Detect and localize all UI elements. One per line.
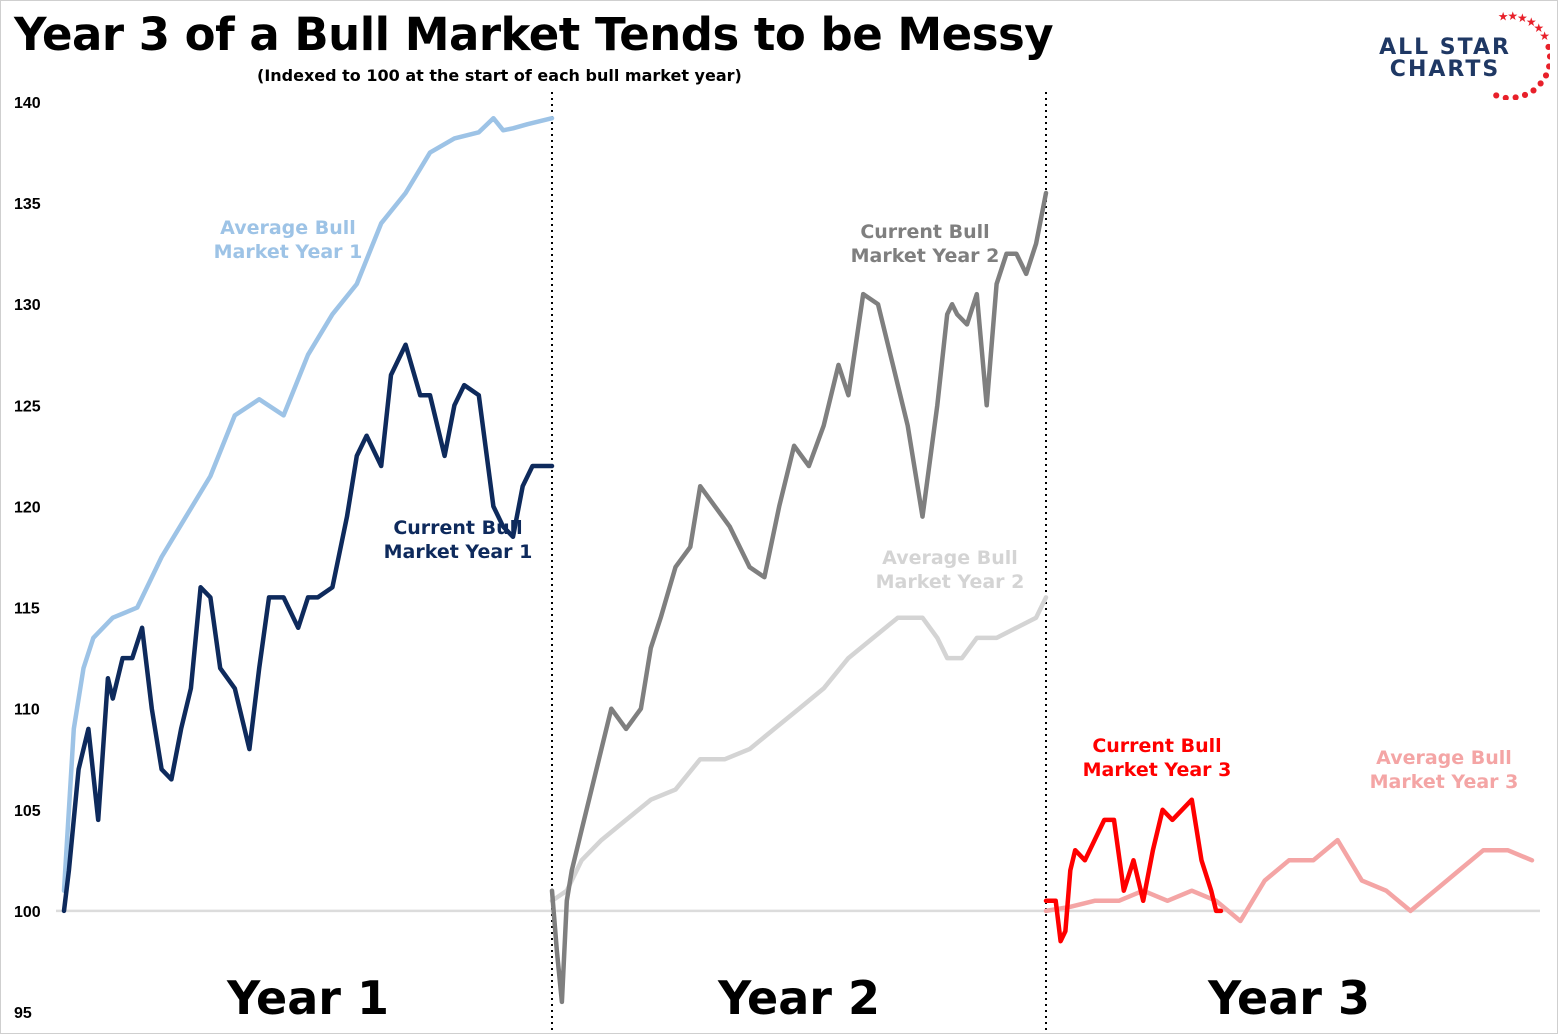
logo-star: ● — [1493, 91, 1500, 100]
series-line-average-bull-market-year-3 — [1043, 837, 1535, 924]
y-tick-label: 130 — [14, 297, 41, 314]
year-label: Year 1 — [226, 971, 389, 1025]
series-line-average-bull-market-year-1 — [61, 115, 555, 893]
series-label: Market Year 3 — [1083, 759, 1232, 781]
y-tick-label: 95 — [14, 1005, 32, 1022]
series-label: Current Bull — [1092, 735, 1221, 757]
logo-star: ● — [1530, 85, 1537, 94]
year-dividers — [551, 92, 1047, 1030]
logo-star: ★ — [1517, 11, 1528, 25]
y-tick-label: 120 — [14, 499, 41, 516]
y-tick-label: 100 — [14, 904, 41, 921]
y-axis: 95 100 105 110 115 120 125 130 135 140 — [14, 95, 41, 1022]
logo-star: ● — [1546, 61, 1550, 70]
star-ring-icon: ★★★★★★●●●●●●●●●● — [1493, 9, 1550, 100]
series-line-current-bull-market-year-3 — [1043, 797, 1224, 944]
y-tick-label: 115 — [14, 601, 40, 618]
logo-star: ● — [1545, 42, 1550, 51]
year-label: Year 3 — [1207, 971, 1370, 1025]
series-label: Market Year 2 — [876, 571, 1025, 593]
y-tick-label: 105 — [14, 803, 41, 820]
logo: ★★★★★★●●●●●●●●●● ALL STAR CHARTS — [1379, 9, 1550, 100]
logo-star: ● — [1512, 93, 1519, 100]
y-tick-label: 125 — [14, 398, 41, 415]
series-label: Average Bull — [220, 217, 356, 239]
logo-star: ● — [1547, 52, 1550, 61]
logo-star: ● — [1502, 93, 1509, 100]
logo-star: ★ — [1498, 10, 1509, 24]
y-tick-label: 110 — [14, 702, 40, 719]
logo-star: ★ — [1533, 21, 1544, 35]
logo-star: ● — [1543, 71, 1550, 80]
year-labels: Year 1 Year 2 Year 3 — [226, 971, 1370, 1025]
series-label: Current Bull — [393, 517, 522, 539]
logo-star: ★ — [1526, 15, 1537, 29]
year-label: Year 2 — [717, 971, 880, 1025]
series-label: Average Bull — [1376, 747, 1512, 769]
logo-star: ● — [1537, 79, 1544, 88]
series-label: Average Bull — [882, 547, 1018, 569]
logo-star: ★ — [1539, 29, 1550, 43]
series-label: Current Bull — [860, 221, 989, 243]
series-label: Market Year 1 — [384, 541, 533, 563]
chart-title: Year 3 of a Bull Market Tends to be Mess… — [14, 8, 1054, 61]
series-line-current-bull-market-year-2 — [549, 190, 1049, 1005]
series-label: Market Year 1 — [214, 241, 363, 263]
chart-subtitle: (Indexed to 100 at the start of each bul… — [257, 66, 742, 85]
logo-line-2: CHARTS — [1390, 57, 1500, 82]
y-tick-label: 140 — [14, 95, 41, 112]
y-tick-label: 135 — [14, 196, 41, 213]
logo-line-1: ALL STAR — [1379, 35, 1511, 60]
series-lines — [61, 115, 1535, 1005]
logo-star: ★ — [1507, 9, 1518, 23]
series-line-average-bull-market-year-2 — [549, 595, 1049, 904]
series-label: Market Year 3 — [1370, 771, 1519, 793]
series-line-current-bull-market-year-1 — [61, 342, 555, 914]
logo-star: ● — [1522, 90, 1529, 99]
series-label: Market Year 2 — [851, 245, 1000, 267]
